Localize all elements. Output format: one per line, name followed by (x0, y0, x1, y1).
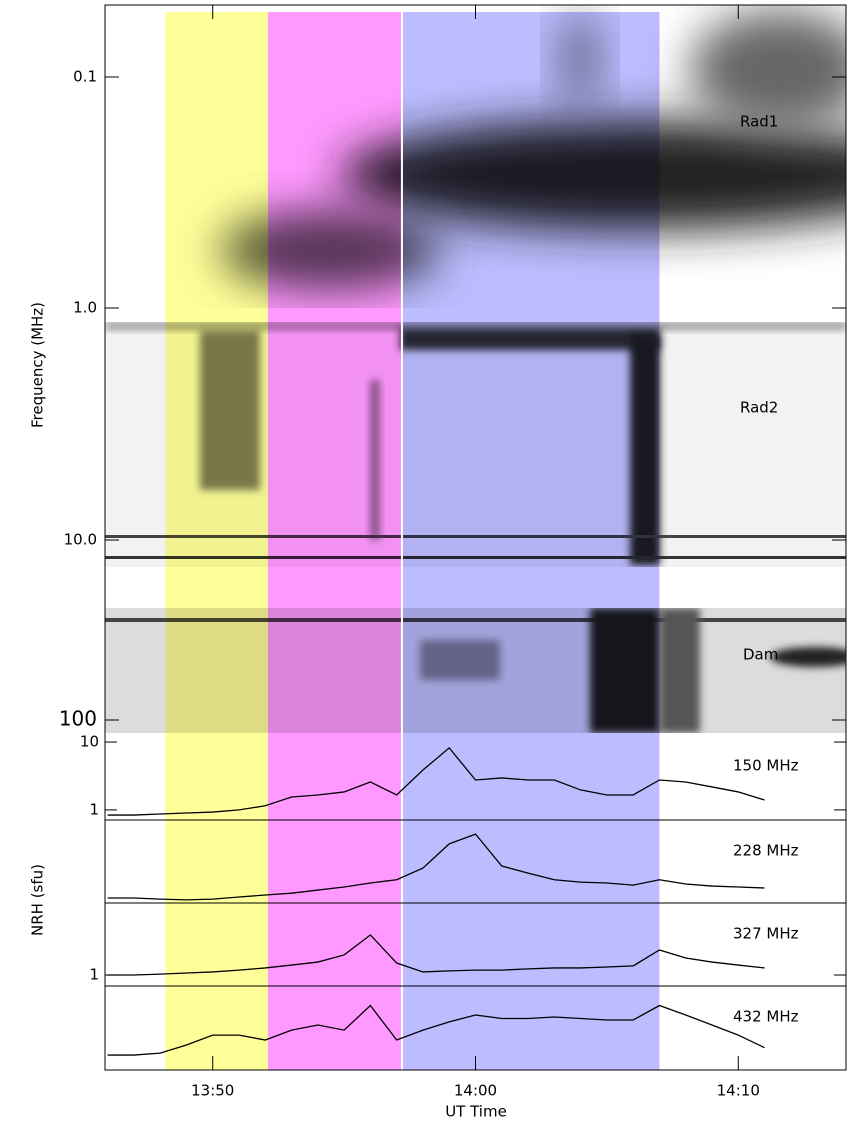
light-curve (107, 833, 765, 901)
x-tick-label: 14:10 (717, 1082, 760, 1100)
y-tick-label: 0.1 (73, 68, 97, 86)
highlight-interval (165, 12, 268, 1070)
band-label: Rad2 (740, 399, 778, 417)
light-curve (107, 934, 765, 976)
highlight-interval (267, 12, 402, 1070)
y-axis-label: NRH (sfu) (29, 864, 47, 936)
y-tick-label: 10 (80, 733, 99, 751)
light-curve (107, 1004, 765, 1056)
band-label: Rad1 (740, 113, 778, 131)
y-tick-label: 1.0 (73, 299, 97, 317)
y-axis-label: Frequency (MHz) (29, 302, 47, 428)
x-axis-label: UT Time (445, 1103, 507, 1121)
light-curve (107, 746, 765, 816)
series-label: 150 MHz (733, 757, 799, 775)
series-label: 432 MHz (733, 1008, 799, 1026)
x-tick-label: 13:50 (191, 1082, 234, 1100)
y-tick-label: 1 (89, 800, 99, 818)
series-label: 327 MHz (733, 925, 799, 943)
series-label: 228 MHz (733, 842, 799, 860)
band-label: Dam (743, 646, 778, 664)
y-tick-label: 100 (59, 707, 97, 731)
plot-frame (104, 4, 847, 1071)
x-tick-label: 14:00 (454, 1082, 497, 1100)
y-tick-label: 1 (89, 966, 99, 984)
y-tick-label: 10.0 (64, 531, 97, 549)
highlight-interval (401, 12, 660, 1070)
